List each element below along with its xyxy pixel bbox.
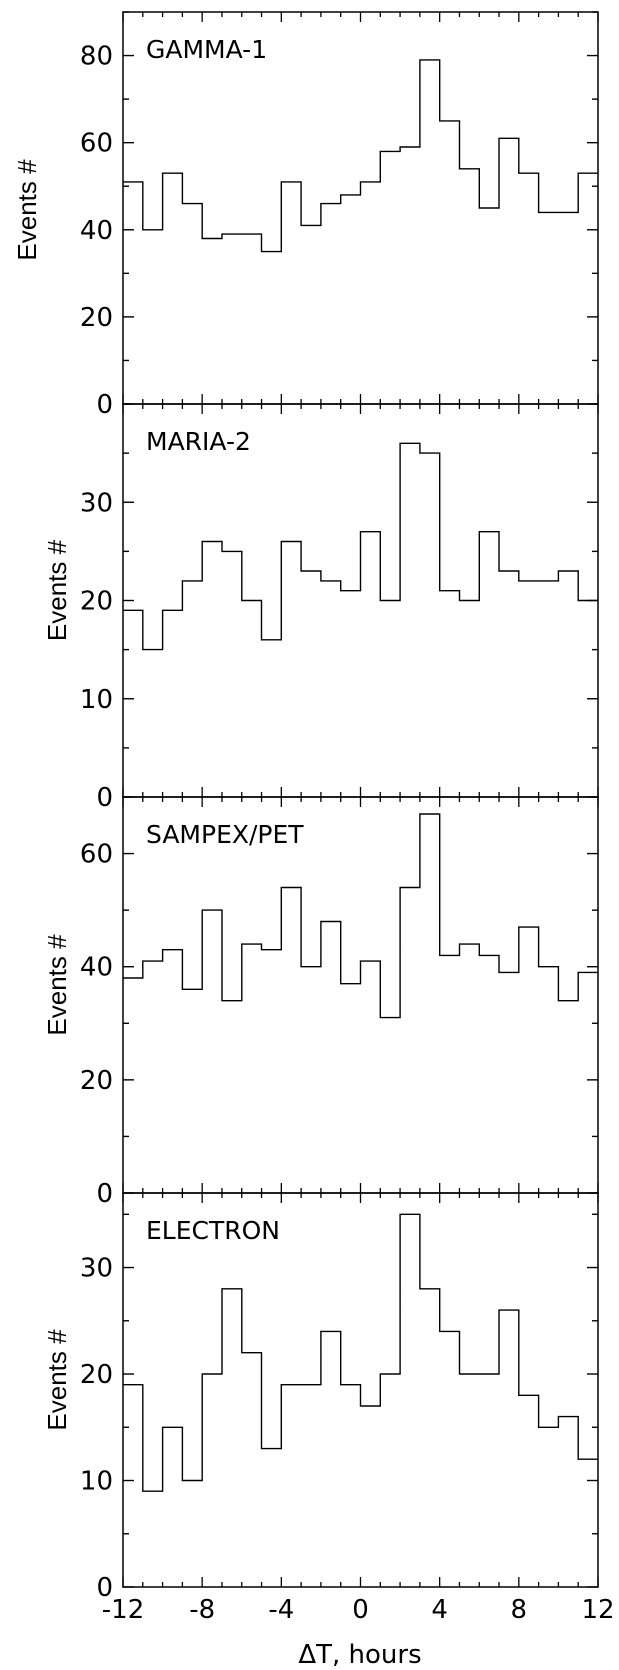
histogram-step-line [123, 59, 598, 253]
y-tick-label: 40 [80, 953, 113, 983]
y-tick-label: 40 [80, 216, 113, 246]
histogram-panel: 0 10 20 30 -12 -8 -4 0 4 8 12 ELECTRON Events # [42, 1192, 615, 1625]
y-tick-label: 20 [80, 1360, 113, 1390]
y-tick-label: 20 [80, 587, 113, 617]
y-tick-label: 0 [96, 783, 113, 813]
panel-frame [122, 11, 599, 405]
y-tick-label: 0 [96, 390, 113, 420]
panel-title: SAMPEX/PET [146, 820, 304, 849]
y-tick-label: 60 [80, 840, 113, 870]
histogram-panel: 0 20 40 60 80 GAMMA-1 Events # [12, 11, 599, 420]
y-axis-label: Events # [12, 159, 42, 261]
histogram-panel: 0 10 20 30 MARIA-2 Events # [42, 403, 599, 813]
histogram-step-line [123, 813, 598, 1019]
y-tick-label: 10 [80, 685, 113, 715]
y-tick-label: 0 [96, 1179, 113, 1209]
y-tick-label: 20 [80, 1066, 113, 1096]
x-tick-label: 0 [352, 1595, 369, 1625]
panel-frame [122, 796, 599, 1194]
y-tick-label: 30 [80, 488, 113, 518]
y-axis-label: Events # [42, 1329, 72, 1431]
panel-title: GAMMA-1 [146, 35, 267, 64]
panel-title: MARIA-2 [146, 427, 251, 456]
panel-title: ELECTRON [146, 1216, 280, 1245]
x-tick-label: 12 [581, 1595, 614, 1625]
y-tick-label: 60 [80, 129, 113, 159]
x-tick-label: 8 [511, 1595, 528, 1625]
panel-frame [122, 403, 599, 798]
y-tick-label: 10 [80, 1467, 113, 1497]
y-tick-label: 30 [80, 1254, 113, 1284]
x-tick-label: -8 [189, 1595, 215, 1625]
x-axis-label: ΔT, hours [298, 1640, 421, 1670]
x-tick-label: -12 [102, 1595, 144, 1625]
x-tick-label: -4 [268, 1595, 294, 1625]
y-axis-label: Events # [42, 934, 72, 1036]
x-tick-label: 4 [431, 1595, 448, 1625]
histogram-step-line [123, 1213, 598, 1492]
y-tick-label: 20 [80, 303, 113, 333]
y-axis-label: Events # [42, 539, 72, 641]
y-tick-label: 80 [80, 42, 113, 72]
histogram-step-line [123, 442, 598, 651]
histogram-panel: 0 20 40 60 SAMPEX/PET Events # [42, 796, 599, 1209]
y-tick-label: 0 [96, 1573, 113, 1603]
